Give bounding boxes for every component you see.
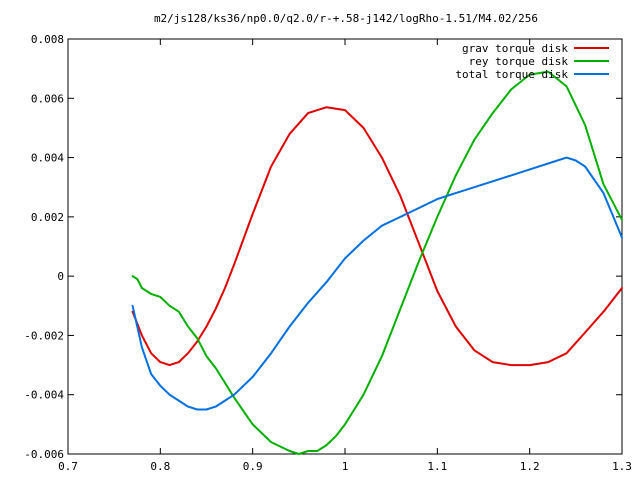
chart-title: m2/js128/ks36/np0.0/q2.0/r-+.58-j142/log… bbox=[154, 12, 538, 25]
y-tick-label: 0.006 bbox=[31, 92, 64, 105]
y-axis: -0.006 -0.004 -0.002 0 0.002 0.004 0.006 0.008 bbox=[24, 33, 622, 461]
y-tick-label: 0.002 bbox=[31, 211, 64, 224]
y-tick-label: 0.004 bbox=[31, 152, 64, 165]
x-tick-label: 1.1 bbox=[427, 460, 447, 473]
x-tick-label: 0.8 bbox=[150, 460, 170, 473]
legend-label: total torque disk bbox=[455, 68, 568, 81]
x-tick-label: 1.2 bbox=[520, 460, 540, 473]
x-tick-label: 0.9 bbox=[243, 460, 263, 473]
legend-label: grav torque disk bbox=[462, 42, 568, 55]
y-tick-label: 0 bbox=[57, 270, 64, 283]
y-tick-label: -0.002 bbox=[24, 329, 64, 342]
x-tick-label: 0.7 bbox=[58, 460, 78, 473]
legend-label: rey torque disk bbox=[469, 55, 569, 68]
x-axis: 0.7 0.8 0.9 1 1.1 1.2 1.3 bbox=[58, 39, 632, 473]
series-line-1 bbox=[131, 106, 623, 367]
series-lines bbox=[131, 70, 623, 455]
y-tick-label: -0.004 bbox=[24, 389, 64, 402]
series-line-2 bbox=[131, 70, 623, 455]
x-tick-label: 1 bbox=[342, 460, 349, 473]
y-tick-label: 0.008 bbox=[31, 33, 64, 46]
y-tick-label: -0.006 bbox=[24, 448, 64, 461]
x-tick-label: 1.3 bbox=[612, 460, 632, 473]
series-line-3 bbox=[131, 156, 623, 411]
